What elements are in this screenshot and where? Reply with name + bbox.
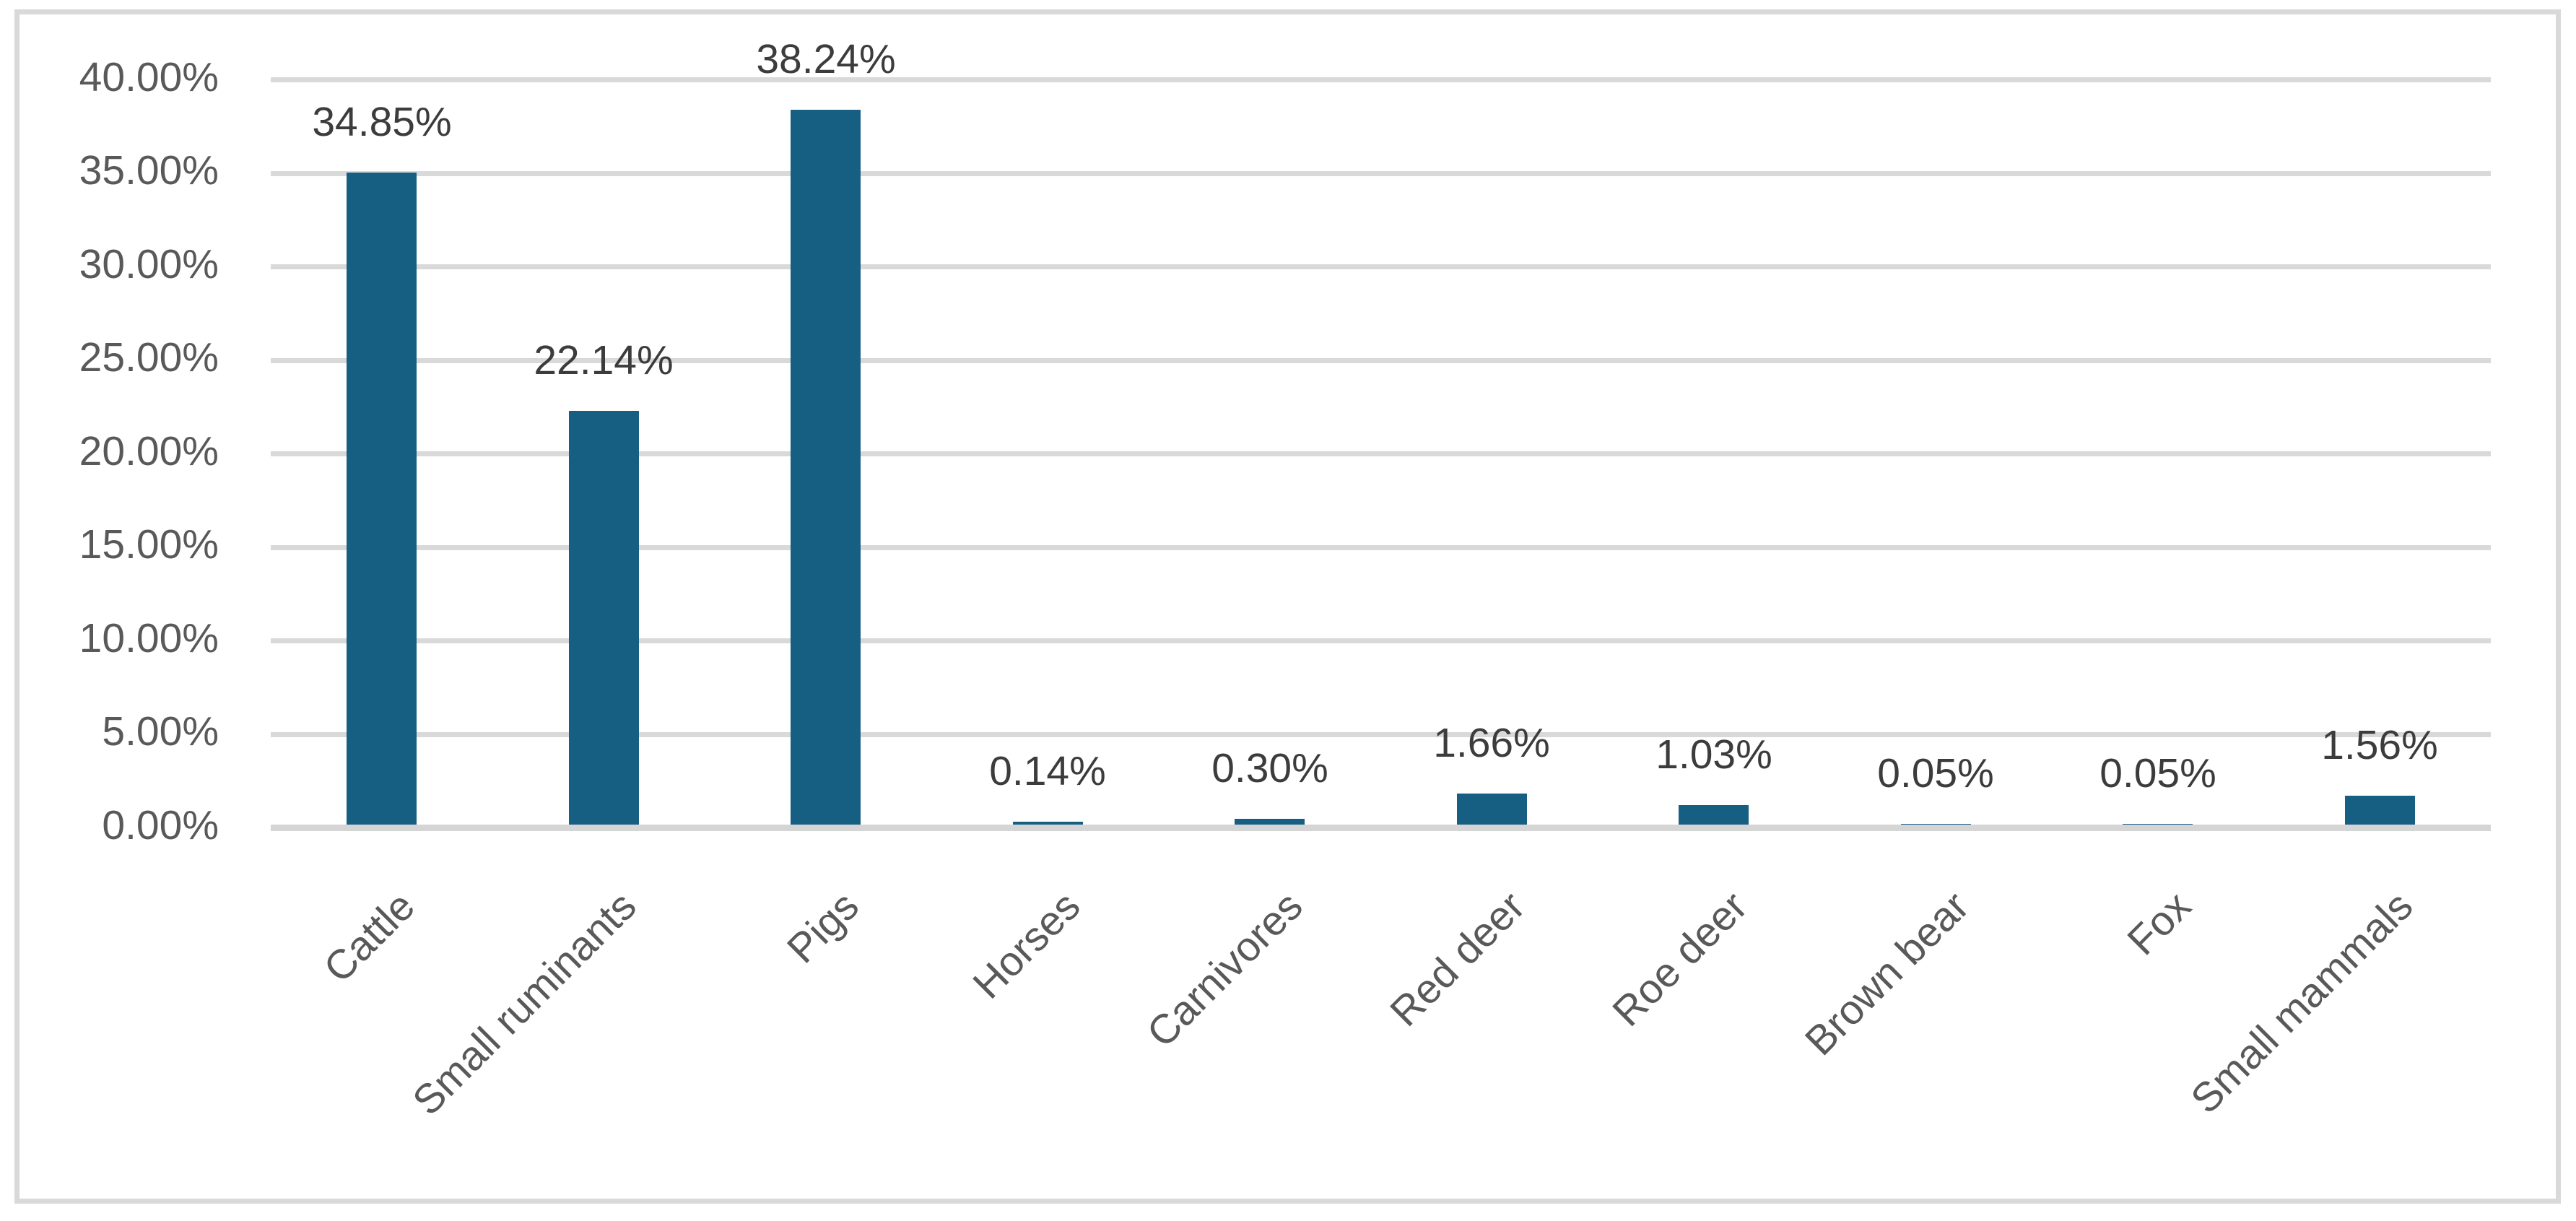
bar (791, 110, 861, 825)
y-axis-tick-label: 35.00% (79, 147, 219, 194)
gridline (271, 732, 2491, 737)
bar-value-label: 1.03% (1655, 731, 1772, 778)
bar-value-label: 1.56% (2321, 722, 2438, 768)
gridline (271, 358, 2491, 363)
y-axis-tick-label: 25.00% (79, 334, 219, 381)
gridline (271, 638, 2491, 643)
bar-value-label: 0.05% (1877, 750, 1994, 796)
gridline (271, 451, 2491, 456)
y-axis-tick-label: 0.00% (102, 802, 219, 848)
y-axis-tick-label: 10.00% (79, 615, 219, 661)
bar (2123, 824, 2193, 825)
gridline (271, 171, 2491, 176)
bar-value-label: 0.14% (989, 748, 1106, 794)
bar (1235, 819, 1305, 825)
bar (2345, 796, 2415, 825)
bar-value-label: 0.05% (2099, 750, 2216, 796)
y-axis-tick-label: 5.00% (102, 708, 219, 755)
bar (1457, 794, 1527, 825)
gridline (271, 545, 2491, 550)
bar (347, 173, 417, 825)
bar (1013, 822, 1083, 825)
gridline (271, 77, 2491, 82)
bar-value-label: 34.85% (312, 99, 452, 145)
bar-value-label: 38.24% (756, 36, 896, 82)
bar (1901, 824, 1971, 825)
gridline (271, 264, 2491, 269)
y-axis-tick-label: 20.00% (79, 428, 219, 474)
y-axis-tick-label: 15.00% (79, 521, 219, 568)
x-axis-line (271, 825, 2491, 831)
chart-frame (14, 9, 2561, 1204)
bar-value-label: 0.30% (1211, 745, 1328, 791)
bar-value-label: 1.66% (1433, 720, 1550, 766)
y-axis-tick-label: 30.00% (79, 241, 219, 287)
bar (1679, 805, 1749, 825)
bar (569, 411, 639, 825)
y-axis-tick-label: 40.00% (79, 54, 219, 100)
bar-value-label: 22.14% (534, 337, 674, 383)
